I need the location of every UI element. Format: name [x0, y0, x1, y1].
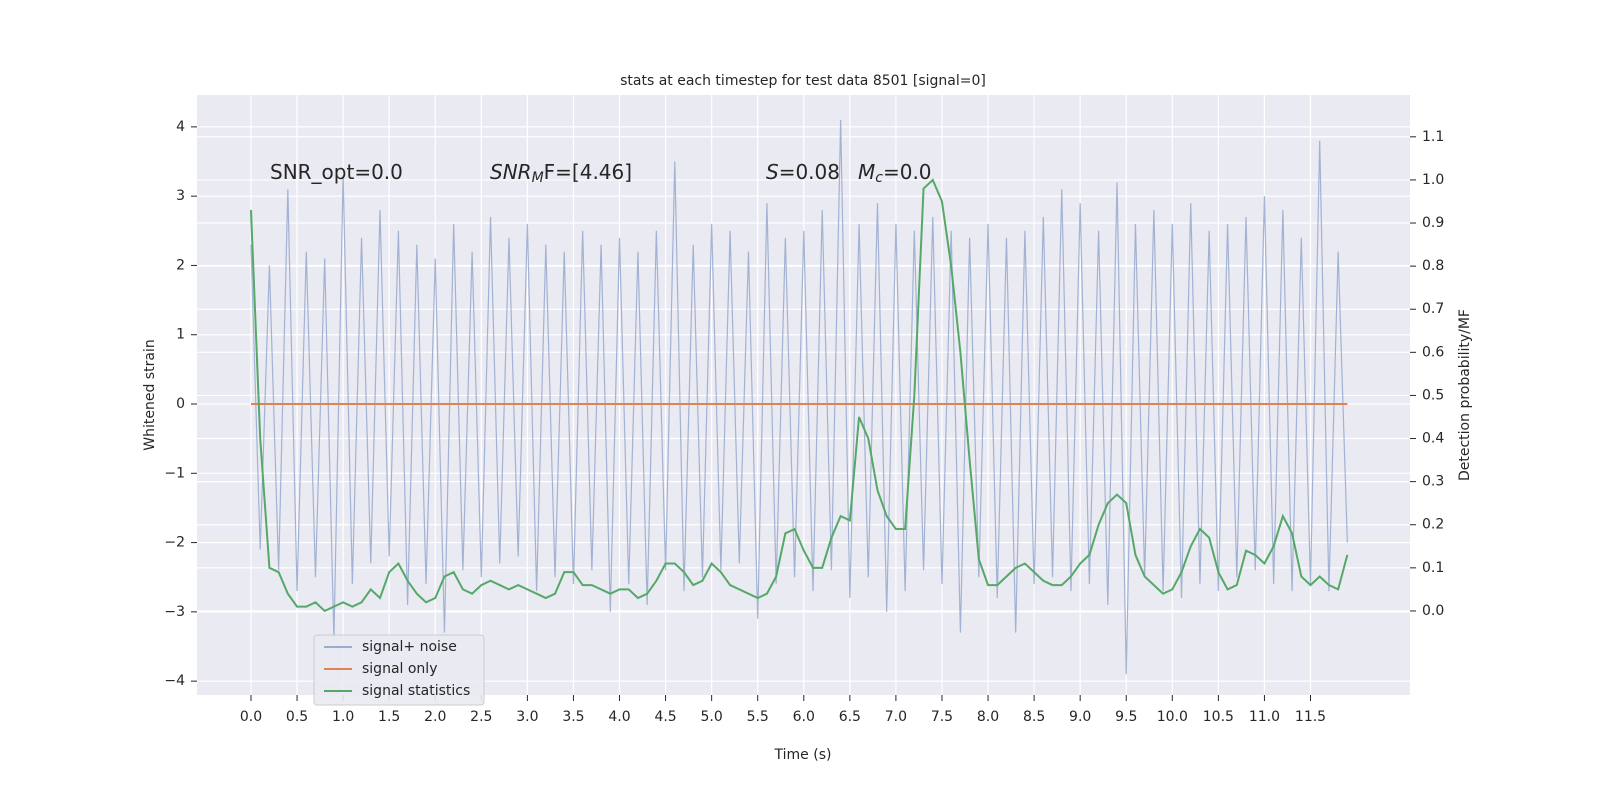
x-tick-label: 0.5 [286, 709, 308, 725]
series-line [249, 178, 1349, 613]
x-tick-label: 11.5 [1295, 709, 1326, 725]
y-tick-label: 1 [176, 327, 185, 343]
annotation-part: M [532, 170, 544, 186]
annotation: SNR_opt=0.0 [270, 160, 403, 184]
x-tick-label: 1.5 [378, 709, 400, 725]
legend-label: signal statistics [362, 683, 470, 699]
x-tick-label: 3.0 [516, 709, 538, 725]
annotation-part: =0.0 [883, 160, 932, 184]
x-tick-label: 2.5 [470, 709, 492, 725]
y2-tick-label: 0.8 [1422, 258, 1444, 274]
x-tick-label: 6.0 [793, 709, 815, 725]
x-tick-label: 1.0 [332, 709, 354, 725]
y2-tick-label: 0.5 [1422, 387, 1444, 403]
y-tick-label: −4 [164, 673, 185, 689]
x-tick-label: 4.5 [654, 709, 676, 725]
x-tick-label: 9.0 [1069, 709, 1091, 725]
legend-box [313, 634, 485, 706]
annotation: S=0.08 [766, 160, 840, 184]
y-tick-label: −1 [164, 465, 185, 481]
x-tick-label: 2.0 [424, 709, 446, 725]
x-tick-label: 7.0 [885, 709, 907, 725]
x-tick-label: 10.5 [1203, 709, 1234, 725]
y-tick-label: −3 [164, 604, 185, 620]
y-tick-label: 4 [176, 119, 185, 135]
y-axis-label: Whitened strain [142, 339, 158, 450]
y2-tick-label: 0.4 [1422, 431, 1444, 447]
x-tick-label: 8.5 [1023, 709, 1045, 725]
annotation-part: M [858, 160, 875, 184]
y-tick-label: 3 [176, 188, 185, 204]
annotation-part: =0.08 [779, 160, 840, 184]
x-tick-label: 6.5 [839, 709, 861, 725]
annotation-part: F=[4.46] [544, 160, 632, 184]
legend-label: signal+ noise [362, 639, 457, 655]
y2-tick-label: 0.2 [1422, 517, 1444, 533]
x-tick-label: 10.0 [1157, 709, 1188, 725]
y2-tick-label: 0.7 [1422, 301, 1444, 317]
x-axis-label: Time (s) [774, 747, 832, 763]
y2-tick-label: 0.9 [1422, 215, 1444, 231]
x-tick-label: 0.0 [240, 709, 262, 725]
annotation-part: S [766, 160, 779, 184]
annotation-part: c [875, 170, 883, 186]
legend-label: signal only [362, 661, 437, 677]
chart-title: stats at each timestep for test data 850… [620, 73, 986, 89]
y2-tick-label: 1.1 [1422, 129, 1444, 145]
y-tick-label: −2 [164, 535, 185, 551]
y2-tick-label: 1.0 [1422, 172, 1444, 188]
y-tick-label: 2 [176, 257, 185, 273]
y2-tick-label: 0.3 [1422, 474, 1444, 490]
x-tick-label: 5.0 [701, 709, 723, 725]
x-tick-label: 9.5 [1115, 709, 1137, 725]
y2-axis-label: Detection probability/MF [1457, 309, 1473, 481]
y-tick-label: 0 [176, 396, 185, 412]
x-tick-label: 5.5 [747, 709, 769, 725]
y2-tick-label: 0.6 [1422, 344, 1444, 360]
annotation: SNRMF=[4.46] [490, 160, 632, 187]
annotation-part: SNR [490, 160, 532, 184]
x-tick-label: 8.0 [977, 709, 999, 725]
y2-tick-label: 0.0 [1422, 603, 1444, 619]
x-tick-label: 11.0 [1249, 709, 1280, 725]
annotation-part: SNR_opt=0.0 [270, 160, 403, 184]
x-tick-label: 7.5 [931, 709, 953, 725]
x-tick-label: 4.0 [608, 709, 630, 725]
x-tick-label: 3.5 [562, 709, 584, 725]
y2-tick-label: 0.1 [1422, 560, 1444, 576]
annotation: Mc=0.0 [858, 160, 932, 187]
